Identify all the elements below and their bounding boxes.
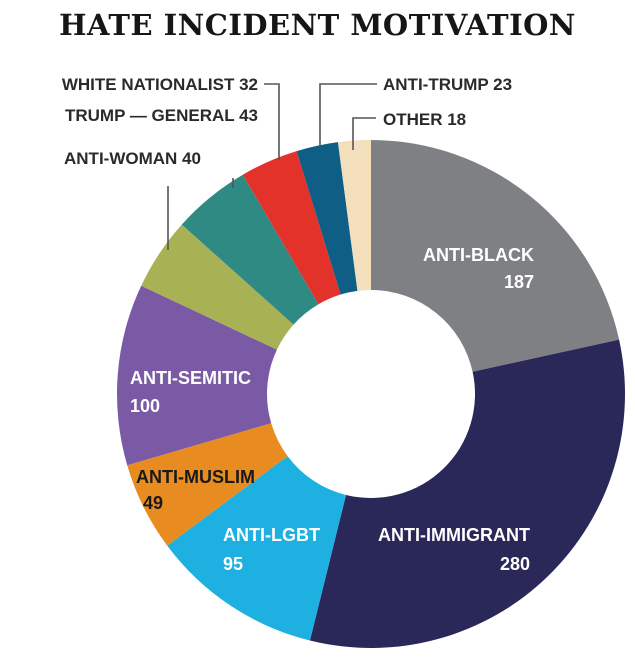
label-white-nationalist: WHITE NATIONALIST 32 bbox=[62, 75, 258, 94]
leader-white-nationalist bbox=[264, 83, 280, 160]
label-anti-woman: ANTI-WOMAN 40 bbox=[64, 149, 201, 168]
label-anti-immigrant: ANTI-IMMIGRANT bbox=[378, 525, 530, 545]
leader-lines bbox=[167, 83, 377, 250]
label-anti-black: ANTI-BLACK bbox=[423, 245, 534, 265]
leader-other bbox=[352, 117, 376, 150]
slice-white-nationalist bbox=[242, 151, 341, 305]
slice-anti-trump bbox=[296, 142, 358, 295]
value-anti-black: 187 bbox=[504, 272, 534, 292]
slice-anti-lgbt bbox=[167, 456, 346, 641]
slice-anti-immigrant bbox=[309, 339, 625, 648]
value-anti-lgbt: 95 bbox=[223, 554, 243, 574]
label-anti-lgbt: ANTI-LGBT bbox=[223, 525, 320, 545]
slice-anti-black bbox=[371, 140, 620, 372]
label-anti-trump: ANTI-TRUMP 23 bbox=[383, 75, 512, 94]
slice-anti-woman bbox=[141, 224, 294, 350]
slice-other bbox=[337, 140, 371, 291]
label-anti-semitic: ANTI-SEMITIC bbox=[130, 368, 251, 388]
donut-slices bbox=[117, 140, 625, 648]
chart-title: HATE INCIDENT MOTIVATION bbox=[59, 8, 576, 42]
value-anti-semitic: 100 bbox=[130, 396, 160, 416]
leader-anti-trump bbox=[319, 83, 377, 146]
label-anti-muslim: ANTI-MUSLIM bbox=[136, 467, 255, 487]
value-anti-muslim: 49 bbox=[143, 493, 163, 513]
slice-trump-general bbox=[181, 174, 319, 325]
value-anti-immigrant: 280 bbox=[500, 554, 530, 574]
label-trump-general: TRUMP — GENERAL 43 bbox=[65, 106, 258, 125]
slice-anti-muslim bbox=[127, 423, 288, 546]
label-other: OTHER 18 bbox=[383, 110, 466, 129]
slice-anti-semitic bbox=[117, 285, 277, 466]
